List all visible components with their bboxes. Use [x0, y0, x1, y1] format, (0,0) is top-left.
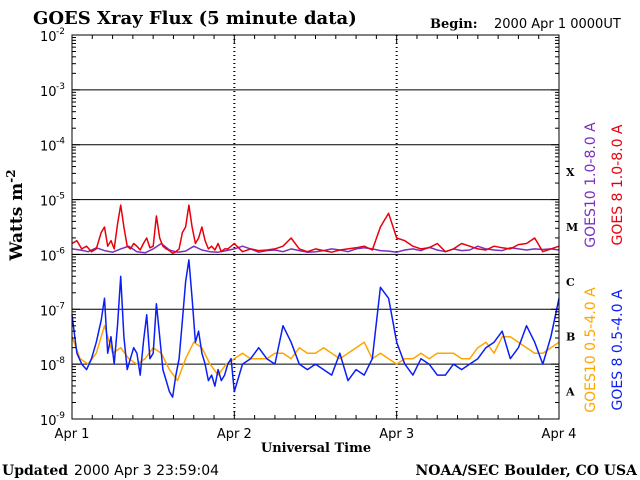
footer-updated: Updated 2000 Apr 3 23:59:04: [2, 463, 219, 479]
y-tick-exponent: -3: [56, 82, 65, 92]
y-tick-exponent: -9: [56, 411, 65, 421]
legend-entry: GOES 8 1.0-8.0 A: [610, 124, 626, 245]
begin-label: Begin:: [430, 17, 478, 32]
y-tick-label: 10: [40, 140, 57, 155]
flare-class-label: X: [566, 166, 575, 179]
x-tick-label: Apr 2: [217, 427, 252, 442]
x-axis-label: Universal Time: [261, 441, 371, 456]
series-line: [71, 204, 560, 255]
series-line: [71, 242, 560, 254]
legend: GOES10 1.0-8.0 A GOES 8 1.0-8.0 A GOES10 0…: [583, 122, 626, 413]
y-tick-exponent: -8: [56, 356, 65, 366]
x-tick-label: Apr 3: [379, 427, 414, 442]
flare-class-label: C: [566, 276, 575, 289]
grid: [72, 35, 559, 419]
legend-entry: GOES 8 0.5-4.0 A: [610, 289, 626, 410]
x-tick-label: Apr 4: [542, 427, 577, 442]
y-tick-label: 10: [40, 195, 57, 210]
legend-entry: GOES10 1.0-8.0 A: [583, 122, 599, 248]
flare-class-label: M: [566, 221, 578, 234]
y-tick-label: 10: [40, 249, 57, 264]
y-axis-label: Watts m-2: [4, 169, 27, 261]
flare-class-label: A: [565, 386, 575, 399]
y-tick-label: 10: [40, 304, 57, 319]
y-tick-exponent: -2: [56, 27, 65, 37]
y-tick-exponent: -4: [56, 137, 65, 147]
footer-credit: NOAA/SEC Boulder, CO USA: [416, 463, 639, 479]
y-tick-exponent: -5: [56, 192, 65, 202]
x-tick-label: Apr 1: [55, 427, 90, 442]
y-tick-exponent: -7: [56, 301, 65, 311]
begin-value: 2000 Apr 1 0000UT: [494, 17, 621, 32]
chart-title: GOES Xray Flux (5 minute data): [33, 8, 357, 29]
legend-entry: GOES10 0.5-4.0 A: [583, 287, 599, 413]
y-tick-label: 10: [40, 30, 57, 45]
series-layer: [71, 204, 560, 398]
y-tick-label: 10: [40, 85, 57, 100]
plot-frame: [71, 34, 560, 420]
y-tick-exponent: -6: [56, 246, 65, 256]
flare-class-label: B: [566, 331, 575, 344]
y-tick-label: 10: [40, 414, 57, 429]
series-line: [71, 259, 560, 398]
y-tick-label: 10: [40, 359, 57, 374]
